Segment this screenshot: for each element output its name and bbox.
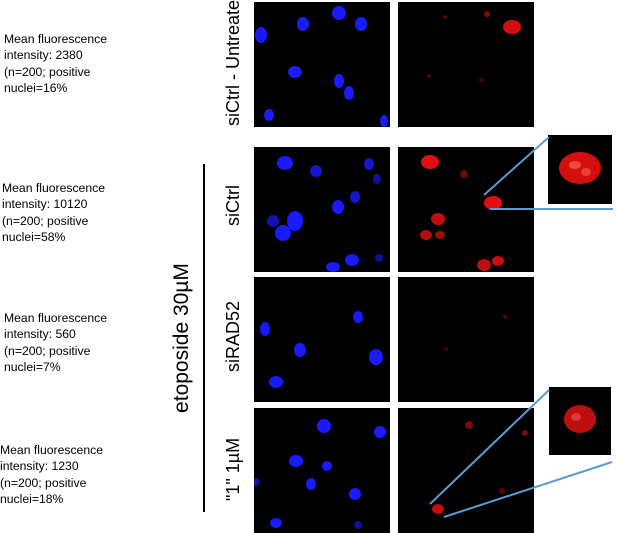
panel-sictrl-dapi <box>254 147 390 272</box>
caption-sictrl: Mean fluorescence intensity: 10120 (n=20… <box>2 181 105 245</box>
panel-untreated-dapi <box>254 2 390 127</box>
treatment-group-bar <box>203 164 205 512</box>
caption-sirad52: Mean fluorescence intensity: 560 (n=200;… <box>4 311 107 375</box>
panel-untreated-foci <box>398 2 534 127</box>
panel-sictrl-foci <box>398 147 534 272</box>
zoom-inset-compound-1 <box>549 387 611 455</box>
row-label-sirad52: siRAD52 <box>223 300 243 372</box>
zoom-inset-sictrl <box>548 135 612 204</box>
panel-sirad52-foci <box>398 277 534 402</box>
panel-compound-1-foci <box>398 408 534 533</box>
caption-compound-1: Mean fluorescence intensity: 1230 (n=200… <box>0 443 103 507</box>
row-label-sictrl: siCtrl <box>223 185 243 226</box>
row-label-compound-1: "1" 1µM <box>223 437 243 501</box>
panel-sirad52-dapi <box>254 277 390 402</box>
caption-untreated: Mean fluorescence intensity: 2380 (n=200… <box>4 32 107 96</box>
panel-compound-1-dapi <box>254 408 390 533</box>
row-label-untreated: siCtrl - Untreated <box>223 0 243 126</box>
treatment-group-label: etoposide 30µM <box>170 263 193 413</box>
